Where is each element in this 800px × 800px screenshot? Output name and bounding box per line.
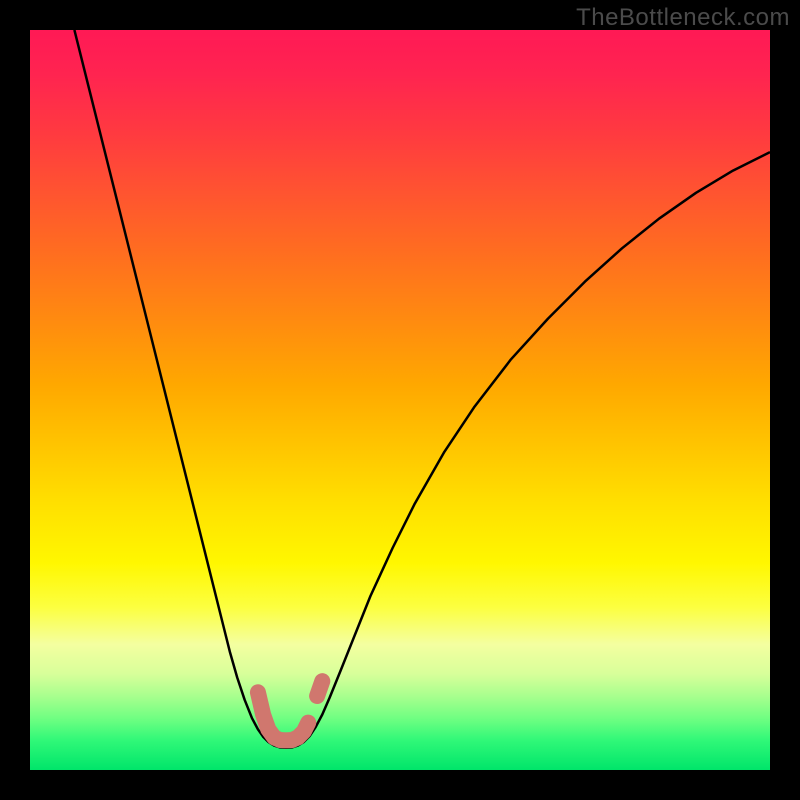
plot-svg bbox=[30, 30, 770, 770]
gradient-background bbox=[30, 30, 770, 770]
highlight-segment bbox=[317, 681, 322, 696]
plot-area bbox=[30, 30, 770, 770]
chart-root: TheBottleneck.com bbox=[0, 0, 800, 800]
watermark-text: TheBottleneck.com bbox=[576, 4, 790, 32]
